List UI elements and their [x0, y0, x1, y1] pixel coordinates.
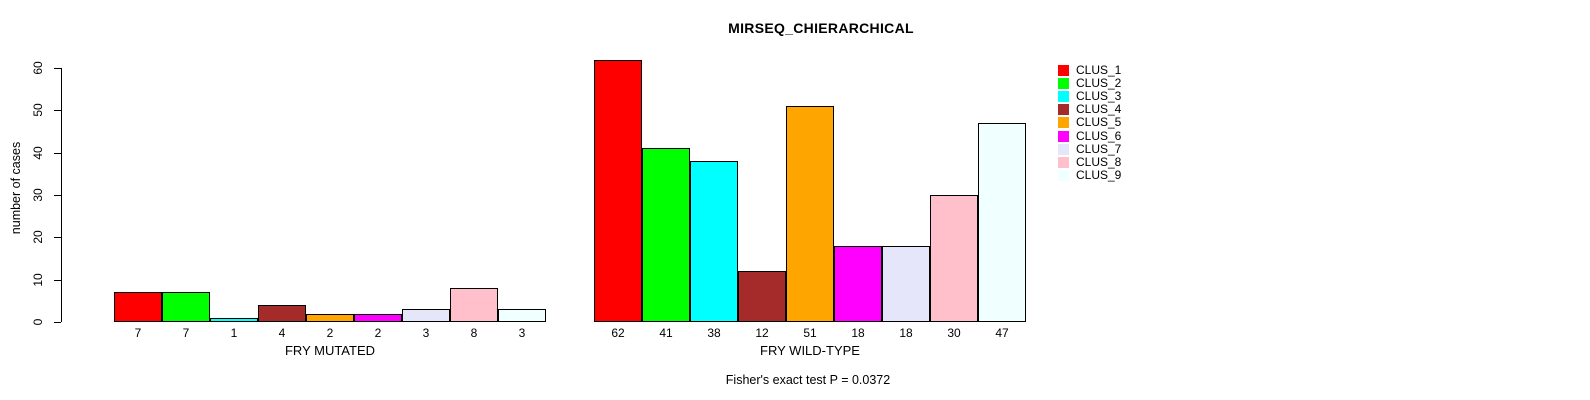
y-axis-tick	[54, 152, 61, 154]
legend-label-clus_9: CLUS_9	[1076, 167, 1122, 182]
bar-clus_5	[786, 106, 834, 322]
bar-clus_5	[306, 314, 354, 322]
bar-value-label: 7	[134, 326, 142, 340]
bar-clus_4	[738, 271, 786, 322]
y-axis-tick-label: 50	[31, 103, 45, 118]
bar-clus_1	[114, 292, 162, 322]
bar-clus_9	[978, 123, 1026, 322]
bar-value-label: 3	[518, 326, 526, 340]
legend-swatch-clus_1	[1058, 65, 1069, 76]
bar-clus_1	[594, 60, 642, 322]
y-axis-tick	[54, 237, 61, 239]
legend-swatch-clus_3	[1058, 91, 1069, 103]
bar-clus_2	[642, 148, 690, 322]
legend-swatch-clus_9	[1058, 169, 1069, 181]
y-axis-tick-label: 60	[31, 61, 45, 75]
y-axis-tick	[54, 322, 61, 323]
bar-value-label: 47	[995, 326, 1009, 340]
legend-label-clus_1: CLUS_1	[1076, 63, 1122, 77]
bar-clus_3	[210, 318, 258, 322]
x-axis-label-right-group: FRY WILD-TYPE	[760, 343, 860, 358]
bar-clus_7	[402, 309, 450, 322]
bar-value-label: 12	[755, 326, 769, 340]
bar-value-label: 8	[470, 326, 478, 340]
bar-value-label: 51	[803, 326, 817, 340]
chart-title: MIRSEQ_CHIERARCHICAL	[728, 20, 914, 36]
bar-value-label: 18	[851, 326, 865, 340]
bar-clus_3	[690, 161, 738, 322]
legend-swatch-clus_2	[1058, 78, 1069, 90]
bar-clus_8	[450, 288, 498, 322]
legend-label-clus_7: CLUS_7	[1076, 141, 1122, 156]
legend-label-clus_3: CLUS_3	[1076, 89, 1122, 104]
bar-value-label: 62	[611, 326, 625, 340]
bar-value-label: 1	[230, 326, 238, 340]
legend-swatch-clus_8	[1058, 156, 1069, 168]
y-axis-tick	[54, 68, 61, 69]
legend-label-clus_5: CLUS_5	[1076, 115, 1122, 130]
bar-clus_4	[258, 305, 306, 322]
y-axis-title: number of cases	[9, 141, 23, 235]
bar-value-label: 2	[326, 326, 334, 340]
bar-value-label: 38	[707, 326, 721, 340]
legend-label-clus_8: CLUS_8	[1076, 154, 1122, 169]
y-axis-tick	[54, 279, 61, 281]
bar-clus_9	[498, 309, 546, 322]
bar-clus_6	[834, 246, 882, 322]
legend-swatch-clus_4	[1058, 104, 1069, 116]
legend-label-clus_4: CLUS_4	[1076, 102, 1122, 117]
y-axis-line	[61, 68, 62, 322]
legend-label-clus_6: CLUS_6	[1076, 128, 1122, 143]
y-axis-tick-label: 30	[31, 188, 45, 202]
legend-swatch-clus_5	[1058, 117, 1069, 129]
bar-clus_6	[354, 314, 402, 322]
legend-label-clus_2: CLUS_2	[1076, 76, 1122, 91]
bar-value-label: 30	[947, 326, 961, 340]
y-axis-tick	[54, 110, 61, 112]
bar-clus_7	[882, 246, 930, 322]
bar-value-label: 2	[374, 326, 382, 340]
y-axis-tick-label: 20	[31, 230, 45, 245]
bar-value-label: 3	[422, 326, 430, 340]
bar-value-label: 18	[899, 326, 913, 340]
y-axis-tick-label: 40	[31, 145, 45, 160]
bar-value-label: 4	[278, 326, 286, 340]
bar-clus_8	[930, 195, 978, 322]
bar-clus_2	[162, 292, 210, 322]
y-axis-tick	[54, 195, 61, 196]
bar-value-label: 7	[182, 326, 190, 340]
footnote-fisher-test: Fisher's exact test P = 0.0372	[725, 373, 891, 387]
y-axis-tick-label: 0	[31, 318, 45, 326]
x-axis-label-left-group: FRY MUTATED	[284, 343, 376, 358]
y-axis-tick-label: 10	[31, 272, 45, 287]
bar-value-label: 41	[659, 326, 673, 340]
legend-swatch-clus_6	[1058, 130, 1069, 142]
legend-swatch-clus_7	[1058, 143, 1069, 155]
